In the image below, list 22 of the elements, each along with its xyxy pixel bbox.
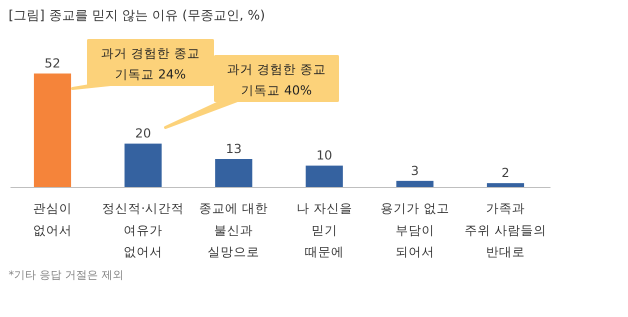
annotation: 과거 경험한 종교 기독교 24%	[101, 46, 200, 82]
x-tick-label: 가족과 주위 사람들의 반대로	[464, 200, 546, 259]
data-label: 10	[316, 148, 332, 163]
x-tick-label: 정신적·시간적 여유가 없어서	[102, 200, 184, 259]
data-label: 3	[410, 162, 419, 178]
text: *기타 응답 거절은 제외	[8, 268, 124, 282]
x-tick-label: 종교에 대한 불신과 실망으로	[199, 200, 268, 259]
data-label: 13	[226, 141, 242, 156]
bar	[215, 159, 252, 188]
x-tick-label: 관심이 없어서	[33, 200, 72, 238]
data-label: 2	[502, 165, 510, 180]
data-label: 52	[44, 56, 60, 70]
x-tick-label: 용기가 없고 부담이 되어서	[380, 200, 450, 259]
bar	[124, 144, 162, 188]
data-label: 20	[135, 126, 152, 141]
bar	[34, 74, 72, 188]
bar	[396, 180, 434, 188]
x-tick-label: 나 자신을 믿기 때문에	[296, 200, 352, 259]
bar	[306, 166, 343, 188]
chart-title: [그림] 종교를 믿지 않는 이유 (무종교인, %)	[8, 8, 266, 24]
bar	[486, 183, 524, 188]
annotation: 과거 경험한 종교 기독교 40%	[227, 62, 326, 98]
